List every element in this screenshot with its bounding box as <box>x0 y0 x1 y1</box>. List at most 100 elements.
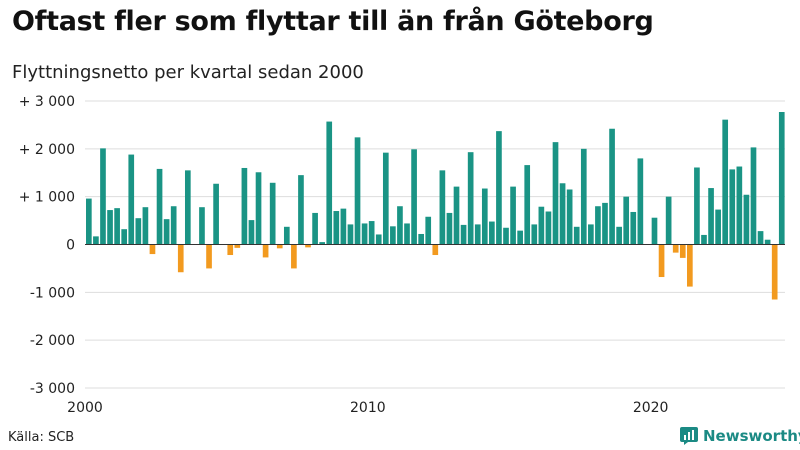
bar <box>580 148 587 245</box>
bar <box>672 244 679 253</box>
bar <box>694 167 700 245</box>
gridlines <box>85 100 785 389</box>
bar <box>121 229 128 245</box>
y-tick-label: + 2 000 <box>19 142 75 158</box>
bar <box>715 209 721 245</box>
bar <box>255 172 262 245</box>
bar <box>729 169 736 245</box>
bar <box>736 166 743 245</box>
chart-subtitle: Flyttningsnetto per kvartal sedan 2000 <box>12 62 364 83</box>
bar <box>93 236 99 245</box>
x-axis-labels: 2000 2010 2020 <box>67 400 668 416</box>
bar <box>390 226 396 245</box>
bar <box>213 183 219 245</box>
bar <box>750 147 757 245</box>
x-tick-label: 2020 <box>633 400 669 416</box>
bar <box>623 196 630 245</box>
chart-title: Oftast fler som flyttar till än från Göt… <box>12 6 654 37</box>
bar <box>481 188 488 245</box>
bar <box>107 210 113 245</box>
newsworthy-logo-icon <box>680 427 698 445</box>
bar <box>114 208 120 245</box>
bar <box>411 149 417 245</box>
bar <box>156 168 163 245</box>
bar <box>545 211 552 245</box>
bar <box>637 158 644 245</box>
bar <box>602 202 608 245</box>
bar <box>651 217 658 245</box>
bar <box>248 220 255 245</box>
bar <box>340 208 347 245</box>
y-tick-label: + 1 000 <box>19 190 75 206</box>
bar <box>687 244 693 287</box>
bar <box>283 226 290 245</box>
bar <box>418 233 424 245</box>
bar <box>149 244 156 255</box>
y-tick-label: 0 <box>66 238 75 254</box>
bar <box>616 226 622 245</box>
bar <box>743 194 750 245</box>
bar <box>361 223 368 245</box>
bar <box>86 198 92 245</box>
bar <box>170 206 177 245</box>
bar <box>234 244 241 248</box>
bar <box>262 244 269 258</box>
bar <box>460 224 467 245</box>
bar <box>474 224 481 245</box>
bars <box>86 112 785 300</box>
bar <box>538 206 545 245</box>
y-axis-labels: + 3 000 + 2 000 + 1 000 0 -1 000 -2 000 -3 000 <box>19 94 75 397</box>
bar <box>757 231 764 245</box>
bar <box>347 224 354 245</box>
bar <box>701 234 707 245</box>
bar <box>531 224 538 245</box>
bar <box>291 244 297 269</box>
bar <box>184 170 191 245</box>
bar <box>177 244 184 273</box>
bar <box>588 224 594 245</box>
bar <box>100 148 106 245</box>
bar <box>382 152 389 245</box>
bar <box>679 244 686 258</box>
newsworthy-logo[interactable]: Newsworthy <box>680 427 800 445</box>
bar <box>404 223 410 245</box>
bar <box>142 207 149 245</box>
bar <box>333 211 340 245</box>
bar <box>425 216 432 245</box>
bar <box>517 230 523 245</box>
x-tick-label: 2010 <box>350 400 386 416</box>
bar <box>524 165 531 245</box>
x-tick-label: 2000 <box>67 400 103 416</box>
bar <box>764 239 771 245</box>
bar <box>573 226 580 245</box>
bar <box>467 152 474 245</box>
y-tick-label: -3 000 <box>30 381 75 397</box>
bar <box>128 154 135 245</box>
bar <box>722 119 729 245</box>
bar <box>658 244 665 278</box>
brand-name: Newsworthy <box>703 427 800 445</box>
bar <box>630 211 637 245</box>
bar <box>354 137 361 245</box>
bar <box>135 218 142 245</box>
y-tick-label: -1 000 <box>30 285 75 301</box>
bar <box>397 206 403 245</box>
bar <box>771 244 778 300</box>
bar <box>566 189 573 245</box>
bar <box>439 170 446 245</box>
bar <box>432 244 439 256</box>
bar <box>269 182 276 245</box>
bar <box>312 212 318 245</box>
bar <box>326 121 333 245</box>
bar <box>305 244 311 248</box>
bar <box>199 207 205 245</box>
bar <box>778 112 785 245</box>
bar <box>227 244 234 256</box>
bar <box>510 186 516 245</box>
bar <box>453 186 460 245</box>
bar <box>609 128 615 245</box>
y-tick-label: -2 000 <box>30 333 75 349</box>
bar <box>319 242 325 245</box>
bar <box>241 167 248 245</box>
bar <box>298 175 304 245</box>
